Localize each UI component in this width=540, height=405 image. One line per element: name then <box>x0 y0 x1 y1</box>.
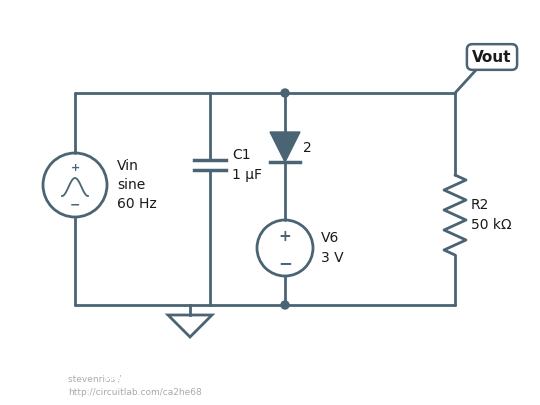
Text: −: − <box>278 254 292 272</box>
Circle shape <box>281 89 289 97</box>
Text: LAB: LAB <box>8 390 25 400</box>
Text: Vin
sine
60 Hz: Vin sine 60 Hz <box>117 158 157 211</box>
Text: stevenrios /: stevenrios / <box>68 375 124 384</box>
Text: —▶◄—: —▶◄— <box>8 382 26 390</box>
Text: CIRCUIT: CIRCUIT <box>8 372 49 382</box>
Text: C1
1 μF: C1 1 μF <box>232 148 262 182</box>
Text: −: − <box>70 198 80 211</box>
Text: +: + <box>279 229 292 244</box>
Text: http://circuitlab.com/ca2he68: http://circuitlab.com/ca2he68 <box>68 388 202 397</box>
Polygon shape <box>270 132 300 162</box>
Circle shape <box>281 301 289 309</box>
Text: V6
3 V: V6 3 V <box>321 231 343 265</box>
Text: +: + <box>70 163 79 173</box>
Text: R2
50 kΩ: R2 50 kΩ <box>471 198 511 232</box>
Text: 2: 2 <box>303 141 312 155</box>
Text: Vout: Vout <box>472 49 512 64</box>
Text: Prelab6Problem4c: Prelab6Problem4c <box>104 375 197 384</box>
